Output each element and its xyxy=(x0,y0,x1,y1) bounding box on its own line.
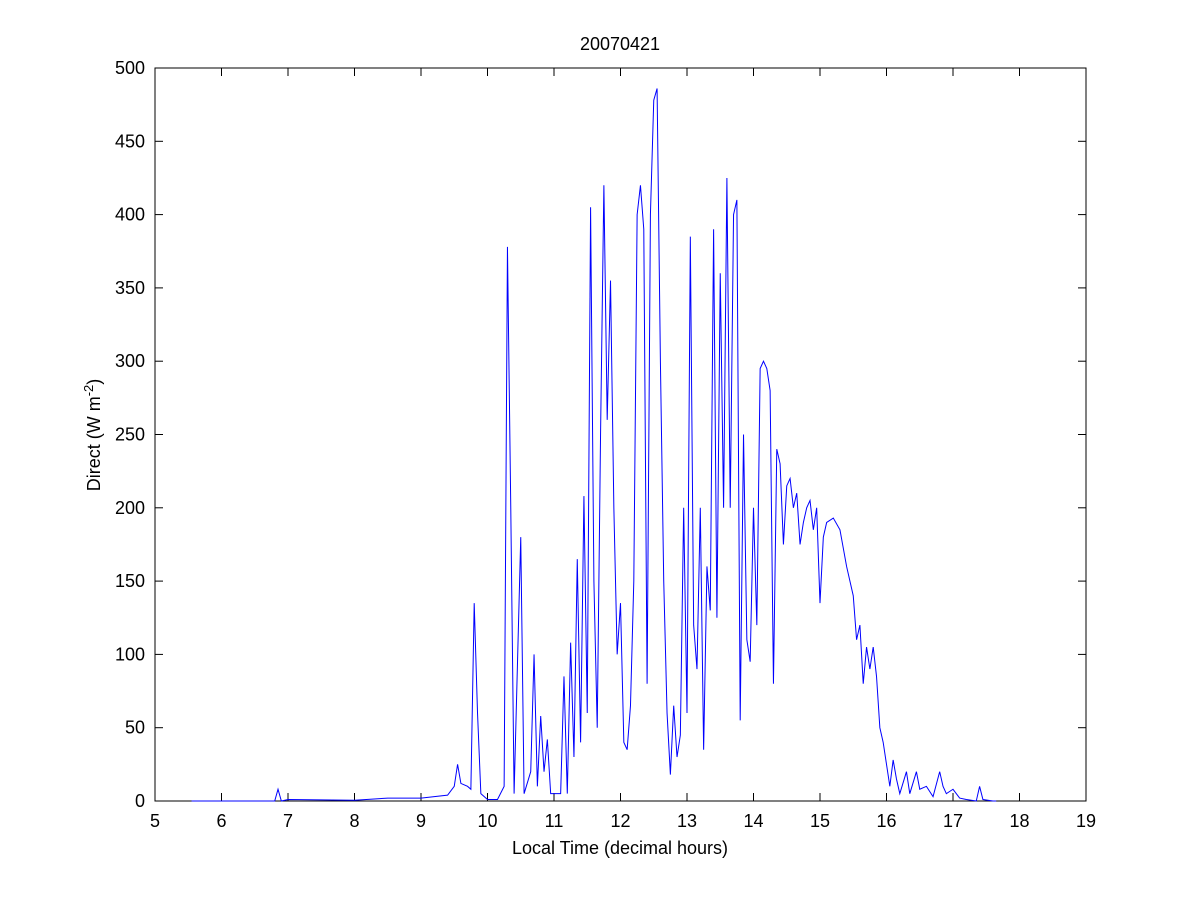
y-tick-label: 300 xyxy=(115,351,145,371)
y-axis-label: Direct (W m-2) xyxy=(81,379,104,492)
x-tick-label: 18 xyxy=(1009,811,1029,831)
x-tick-label: 7 xyxy=(283,811,293,831)
y-tick-label: 50 xyxy=(125,718,145,738)
x-tick-label: 9 xyxy=(416,811,426,831)
y-tick-label: 350 xyxy=(115,278,145,298)
y-tick-label: 0 xyxy=(135,791,145,811)
plot-box xyxy=(154,67,1087,802)
x-tick-label: 11 xyxy=(545,811,564,831)
y-tick-label: 500 xyxy=(115,58,145,78)
y-tick-label: 450 xyxy=(115,131,145,151)
x-tick-label: 15 xyxy=(810,811,830,831)
y-tick-label: 250 xyxy=(115,425,145,445)
y-tick-label: 400 xyxy=(115,205,145,225)
x-tick-label: 14 xyxy=(743,811,763,831)
x-tick-label: 16 xyxy=(876,811,896,831)
y-label-text: Direct (W m xyxy=(84,396,104,491)
data-line xyxy=(191,88,997,802)
y-label-suffix: ) xyxy=(84,379,104,385)
x-axis-label: Local Time (decimal hours) xyxy=(512,838,728,858)
y-tick-label: 150 xyxy=(115,571,145,591)
x-tick-label: 8 xyxy=(349,811,359,831)
x-tick-label: 17 xyxy=(943,811,963,831)
x-tick-label: 10 xyxy=(477,811,497,831)
chart-title: 20070421 xyxy=(580,34,660,54)
y-tick-label: 100 xyxy=(115,644,145,664)
y-tick-label: 200 xyxy=(115,498,145,518)
x-tick-label: 12 xyxy=(610,811,630,831)
x-tick-label: 6 xyxy=(216,811,226,831)
x-tick-label: 19 xyxy=(1076,811,1096,831)
x-tick-label: 5 xyxy=(150,811,160,831)
x-tick-label: 13 xyxy=(677,811,697,831)
y-label-superscript: -2 xyxy=(81,385,96,397)
